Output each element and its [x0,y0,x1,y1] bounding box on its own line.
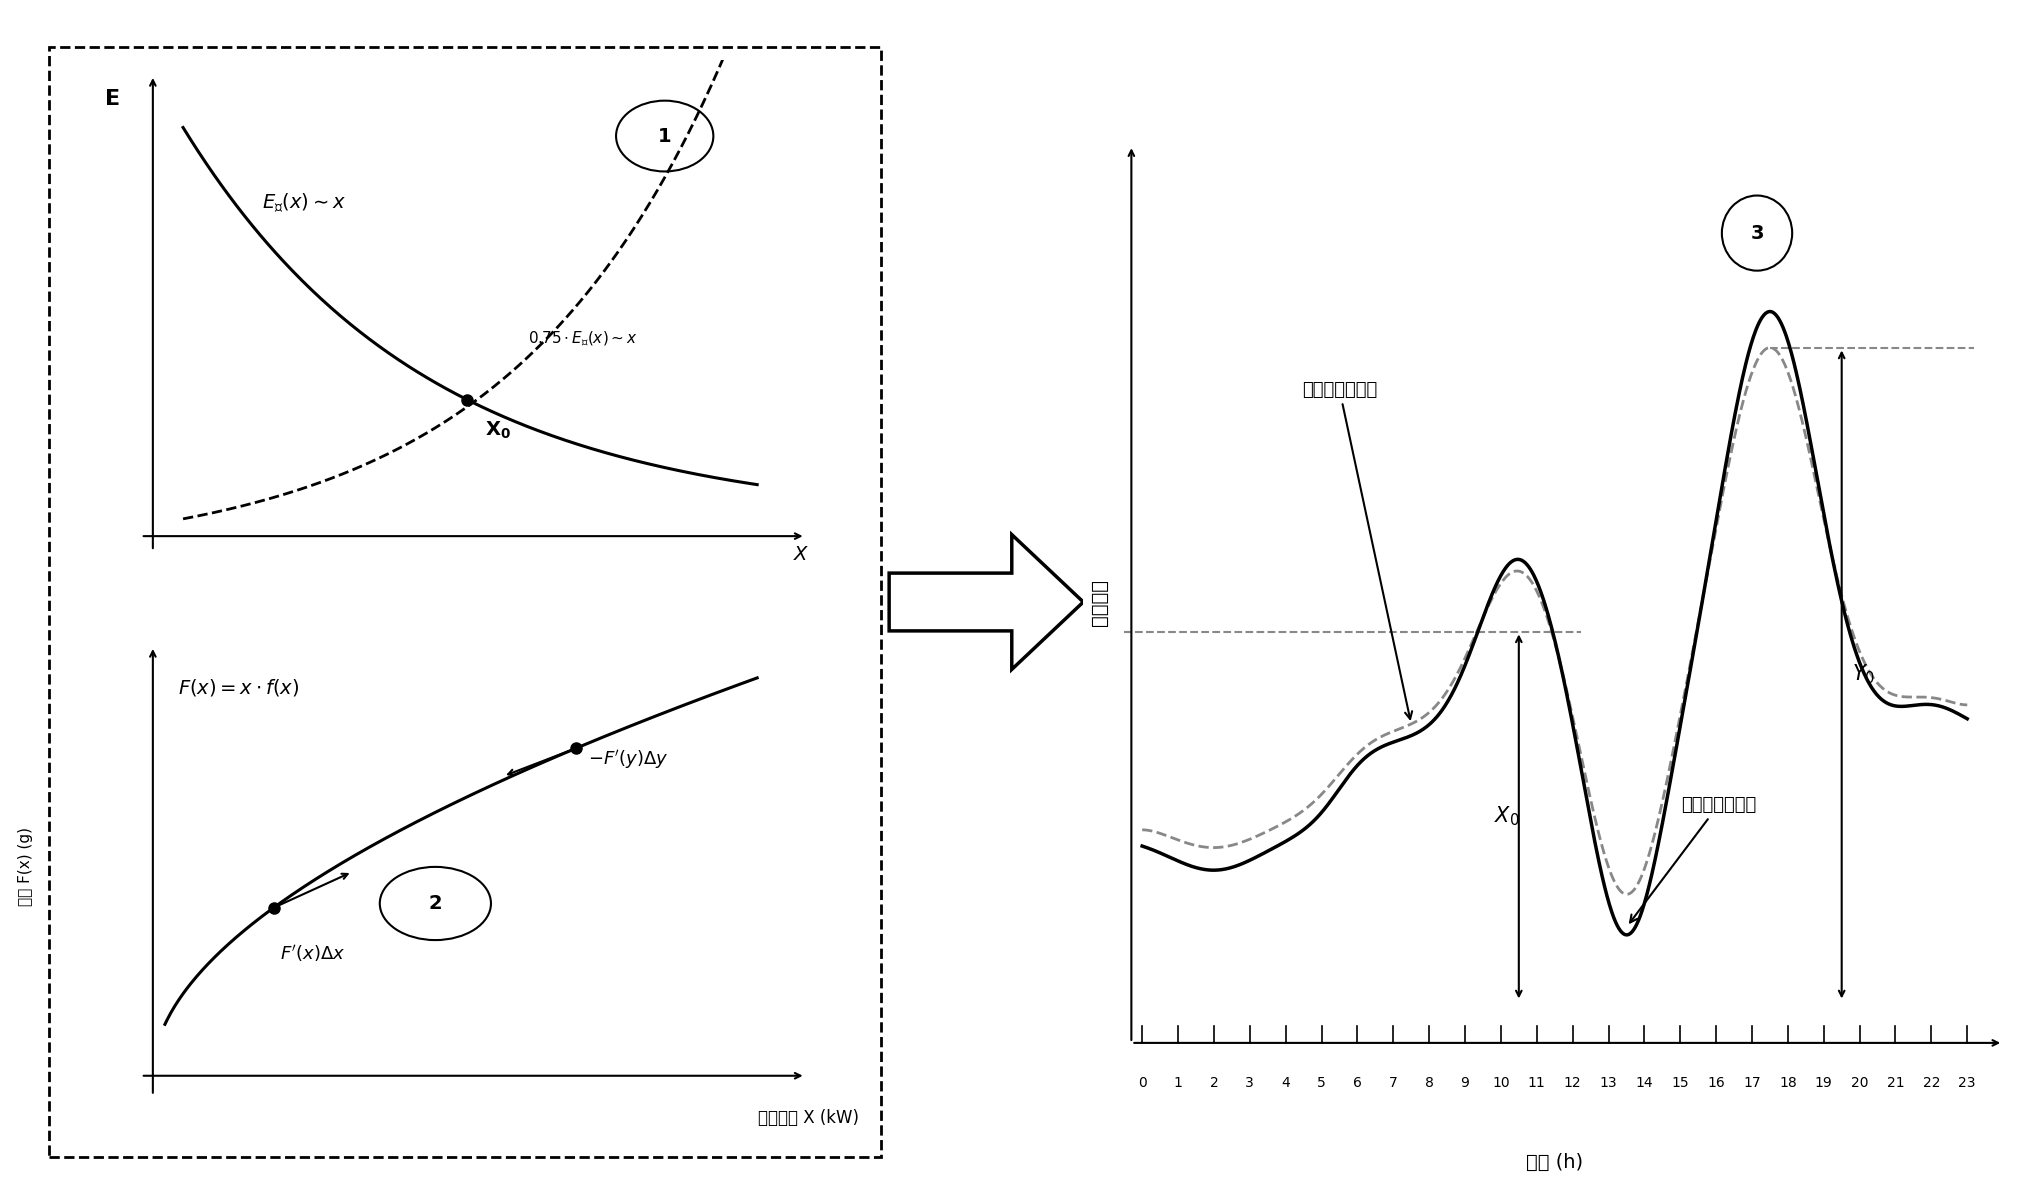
Text: $X_0$: $X_0$ [1494,804,1519,828]
Text: 2: 2 [429,895,442,913]
Text: 煤电出力 X (kW): 煤电出力 X (kW) [758,1109,858,1127]
Text: 3: 3 [1750,224,1764,242]
Text: 2: 2 [1210,1076,1218,1090]
Text: $Y_0$: $Y_0$ [1852,662,1876,686]
Text: 15: 15 [1672,1076,1688,1090]
Text: 5: 5 [1316,1076,1327,1090]
Text: 1: 1 [658,126,672,146]
Text: 16: 16 [1707,1076,1725,1090]
Text: $\mathbf{X_0}$: $\mathbf{X_0}$ [484,419,511,441]
Text: 23: 23 [1958,1076,1977,1090]
Text: 6: 6 [1353,1076,1361,1090]
Text: 煤电出力: 煤电出力 [1089,579,1108,626]
Text: $E_{发}(x) \sim x$: $E_{发}(x) \sim x$ [262,191,345,216]
Text: E: E [104,89,121,108]
Text: 11: 11 [1527,1076,1545,1090]
Text: 18: 18 [1778,1076,1797,1090]
Text: 7: 7 [1388,1076,1398,1090]
Text: 10: 10 [1492,1076,1511,1090]
Text: 8: 8 [1425,1076,1433,1090]
Text: 19: 19 [1815,1076,1833,1090]
Text: 0: 0 [1139,1076,1147,1090]
Text: 17: 17 [1744,1076,1760,1090]
Text: $-F'(y)\Delta y$: $-F'(y)\Delta y$ [589,748,668,771]
Text: 12: 12 [1564,1076,1582,1090]
Text: 3: 3 [1245,1076,1255,1090]
Text: 优化后煤电出力: 优化后煤电出力 [1302,380,1412,719]
Polygon shape [889,535,1083,669]
Text: $0.75 \cdot E_{抽}(x) \sim x$: $0.75 \cdot E_{抽}(x) \sim x$ [527,329,638,348]
Text: 4: 4 [1282,1076,1290,1090]
Text: 时刻 (h): 时刻 (h) [1527,1152,1584,1171]
Text: 21: 21 [1887,1076,1905,1090]
Text: 20: 20 [1852,1076,1868,1090]
Text: 14: 14 [1635,1076,1654,1090]
Text: 1: 1 [1173,1076,1181,1090]
Text: $F(x) = x \cdot f(x)$: $F(x) = x \cdot f(x)$ [178,677,300,697]
Text: $F'(x)\Delta x$: $F'(x)\Delta x$ [280,943,345,964]
Text: 燃煤 F(x) (g): 燃煤 F(x) (g) [18,827,33,907]
Text: X: X [793,545,807,563]
Text: 13: 13 [1600,1076,1617,1090]
Text: 9: 9 [1461,1076,1470,1090]
Text: 优化前煤电出力: 优化前煤电出力 [1629,796,1756,922]
Text: 22: 22 [1923,1076,1940,1090]
